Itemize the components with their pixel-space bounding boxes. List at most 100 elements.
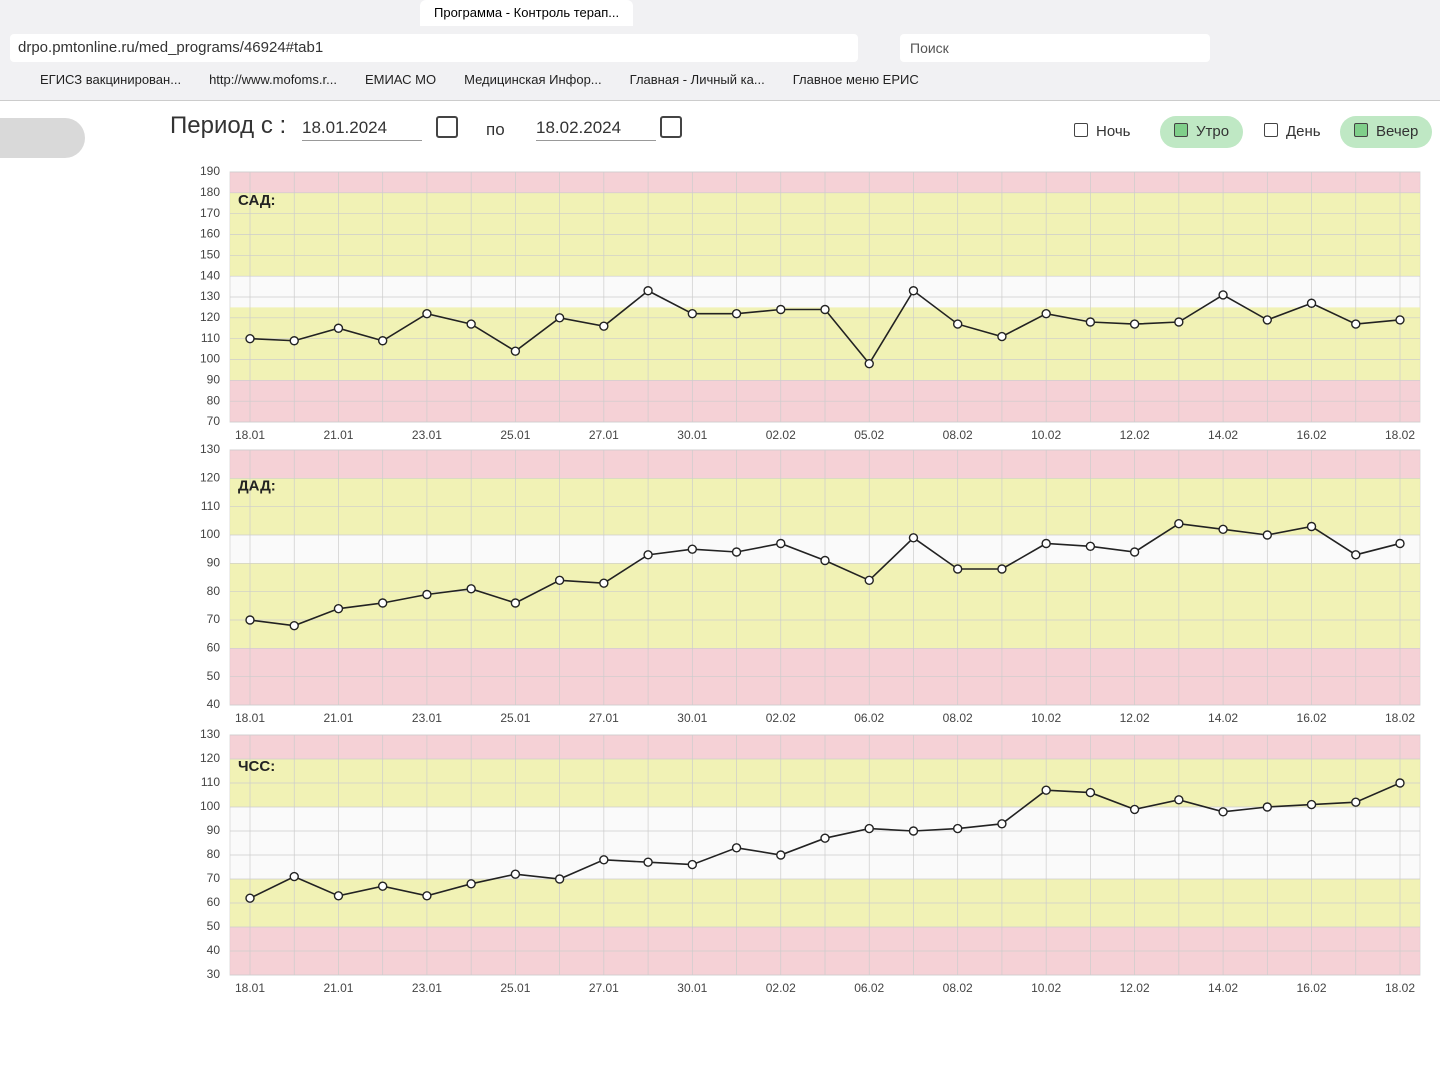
x-tick-label: 21.01 <box>323 428 353 442</box>
point <box>687 859 698 870</box>
x-tick-label: 05.02 <box>854 428 884 442</box>
point <box>952 823 963 834</box>
calendar-icon[interactable] <box>660 116 682 138</box>
checkbox[interactable] <box>1264 123 1278 137</box>
y-tick-label: 70 <box>207 414 221 428</box>
bookmark[interactable]: http://www.mofoms.r... <box>209 72 337 87</box>
y-tick-label: 170 <box>200 206 220 220</box>
y-tick-label: 100 <box>200 799 220 813</box>
point <box>820 304 830 315</box>
point <box>820 555 830 566</box>
y-tick-label: 80 <box>207 847 221 861</box>
point <box>245 333 255 344</box>
x-tick-label: 18.02 <box>1385 428 1415 442</box>
y-tick-label: 130 <box>200 727 220 741</box>
point <box>776 850 786 860</box>
x-tick-label: 30.01 <box>677 428 707 442</box>
point <box>997 331 1007 342</box>
y-tick-label: 120 <box>200 310 220 324</box>
point <box>466 319 476 329</box>
point <box>333 323 344 333</box>
x-tick-label: 08.02 <box>943 711 973 725</box>
x-tick-label: 16.02 <box>1297 428 1327 442</box>
x-tick-label: 10.02 <box>1031 981 1061 995</box>
point <box>1395 538 1405 549</box>
x-tick-label: 23.01 <box>412 711 442 725</box>
point <box>466 879 476 889</box>
y-tick-label: 70 <box>207 871 221 885</box>
point <box>952 564 963 574</box>
sidebar-button[interactable] <box>0 118 85 158</box>
point <box>776 538 786 549</box>
point <box>377 598 388 608</box>
point <box>687 308 698 319</box>
point <box>1129 804 1140 815</box>
point <box>1262 315 1273 325</box>
toggle[interactable]: Ночь <box>1060 116 1144 148</box>
bookmark[interactable]: Главное меню ЕРИС <box>792 72 919 87</box>
point <box>908 533 919 543</box>
y-tick-label: 70 <box>207 612 221 626</box>
date-to[interactable]: 18.02.2024 <box>536 118 656 141</box>
calendar-icon[interactable] <box>436 116 458 138</box>
y-tick-label: 90 <box>207 556 221 570</box>
point <box>1041 538 1051 549</box>
point <box>289 620 299 631</box>
x-tick-label: 02.02 <box>766 711 796 725</box>
x-tick-label: 18.02 <box>1385 981 1415 995</box>
point <box>510 869 521 879</box>
x-tick-label: 14.02 <box>1208 981 1238 995</box>
checkbox[interactable] <box>1074 123 1088 137</box>
point <box>1085 541 1096 552</box>
toggle[interactable]: Вечер <box>1340 116 1433 148</box>
y-tick-label: 110 <box>201 499 220 513</box>
point <box>1306 298 1317 308</box>
point <box>1129 547 1140 557</box>
x-tick-label: 10.02 <box>1031 711 1061 725</box>
browser-bar: Программа - Контроль терап... drpo.pmton… <box>0 0 1440 101</box>
point <box>333 891 344 901</box>
point <box>510 598 521 608</box>
point <box>1174 317 1184 327</box>
x-tick-label: 27.01 <box>589 428 619 442</box>
point <box>466 584 476 594</box>
point <box>731 843 742 853</box>
x-tick-label: 23.01 <box>412 981 442 995</box>
y-tick-label: 60 <box>207 895 221 909</box>
point <box>1174 518 1184 529</box>
toggle[interactable]: День <box>1250 116 1335 148</box>
point <box>1351 797 1361 807</box>
point <box>1306 521 1317 532</box>
bookmark[interactable]: ЕГИСЗ вакцинирован... <box>40 72 182 87</box>
checkbox[interactable] <box>1174 123 1188 137</box>
tab[interactable]: Программа - Контроль терап... <box>420 0 634 26</box>
x-tick-label: 06.02 <box>854 981 884 995</box>
point <box>333 603 344 614</box>
point <box>1395 778 1405 788</box>
search[interactable]: Поиск <box>900 34 1210 62</box>
point <box>1395 315 1405 325</box>
date-from[interactable]: 18.01.2024 <box>302 118 422 141</box>
point <box>864 823 874 834</box>
y-tick-label: 100 <box>200 352 220 366</box>
x-tick-label: 18.01 <box>235 981 265 995</box>
x-tick-label: 14.02 <box>1208 428 1238 442</box>
bookmark[interactable]: ЕМИАС МО <box>364 72 437 87</box>
bookmark[interactable]: Главная - Личный ка... <box>629 72 765 87</box>
point <box>422 589 432 600</box>
point <box>643 286 653 296</box>
y-tick-label: 110 <box>201 775 220 789</box>
point <box>1218 807 1228 817</box>
y-tick-label: 160 <box>200 227 220 241</box>
x-tick-label: 18.01 <box>235 428 265 442</box>
x-tick-label: 12.02 <box>1120 428 1150 442</box>
x-tick-label: 10.02 <box>1031 428 1061 442</box>
point <box>952 319 963 329</box>
checkbox[interactable] <box>1354 123 1368 137</box>
bookmark[interactable]: Медицинская Инфор... <box>464 72 602 87</box>
url-bar[interactable]: drpo.pmtonline.ru/med_programs/46924#tab… <box>10 34 858 62</box>
x-tick-label: 21.01 <box>323 981 353 995</box>
toggle[interactable]: Утро <box>1160 116 1244 148</box>
x-tick-label: 21.01 <box>323 711 353 725</box>
y-tick-label: 180 <box>200 185 220 199</box>
